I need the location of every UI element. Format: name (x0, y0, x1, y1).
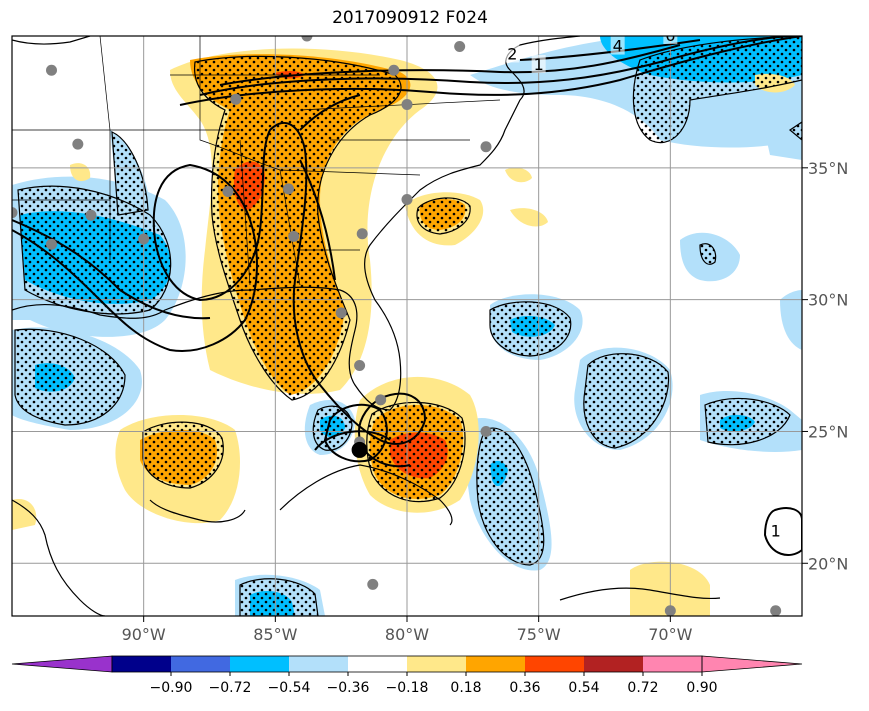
significance-stippling (14, 36, 802, 616)
station-marker-2 (454, 41, 466, 53)
colorbar-label-6: 0.36 (509, 680, 540, 696)
station-marker-16 (356, 228, 368, 240)
storm-center-marker (351, 441, 368, 458)
contour-label-bg-2 (610, 36, 625, 55)
colorbar-swatch-3 (289, 656, 348, 672)
colorbar-min-extension (11, 655, 113, 673)
station-marker-17 (335, 307, 347, 319)
colorbar-label-1: −0.72 (209, 680, 252, 696)
station-marker-13 (138, 233, 150, 245)
colorbar-swatch-6 (466, 656, 525, 672)
station-marker-12 (85, 209, 97, 221)
station-marker-0 (46, 64, 57, 76)
contour-label-bg-1 (505, 44, 520, 63)
colorbar: −0.90 −0.72 −0.54 −0.36 −0.18 0.18 0.36 0.54 0.7… (11, 655, 803, 696)
lon-tick-label-2: 80°W (385, 625, 429, 644)
station-marker-3 (388, 64, 400, 76)
station-marker-1 (301, 36, 313, 42)
colorbar-swatch-8 (584, 656, 643, 672)
station-marker-9 (283, 183, 294, 195)
colorbar-swatch-4 (348, 656, 407, 672)
station-marker-15 (288, 230, 300, 242)
lon-tick-label-0: 90°W (122, 625, 166, 644)
lat-tick-label-2: 30°N (808, 291, 848, 310)
lon-tick-label-3: 75°W (517, 625, 561, 644)
contour-label-2: 4 (613, 37, 623, 56)
colorbar-swatch-5 (407, 656, 466, 672)
contour-label-1: 2 (507, 44, 517, 63)
lat-tick-label-1: 25°N (808, 422, 848, 441)
contour-label-bg-0 (531, 55, 546, 73)
colorbar-label-7: 0.54 (568, 680, 599, 696)
station-marker-18 (354, 360, 366, 372)
lon-tick-label-4: 70°W (648, 625, 692, 644)
station-marker-20 (480, 425, 492, 437)
black-contours (12, 36, 802, 556)
colorbar-swatch-7 (525, 656, 584, 672)
station-marker-14 (46, 238, 57, 250)
latitude-ticks: 20°N 25°N 30°N 35°N (802, 159, 848, 573)
station-markers (12, 36, 782, 616)
colorbar-label-2: −0.54 (268, 680, 311, 696)
contour-labels: 12 461 (505, 26, 783, 541)
station-marker-24 (770, 605, 782, 616)
station-marker-11 (12, 207, 18, 219)
station-marker-8 (222, 186, 234, 198)
colorbar-label-3: −0.36 (327, 680, 370, 696)
station-marker-22 (367, 578, 379, 590)
colorbar-label-5: 0.18 (450, 680, 481, 696)
colorbar-swatch-0 (112, 656, 171, 672)
contour-label-3: 6 (665, 26, 675, 45)
station-marker-10 (401, 193, 413, 205)
colorbar-label-9: 0.90 (686, 680, 717, 696)
gridlines (12, 36, 802, 616)
colorbar-label-0: −0.90 (150, 680, 193, 696)
colorbar-swatch-1 (171, 656, 230, 672)
colorbar-swatch-2 (230, 656, 289, 672)
contour-label-bg-4 (768, 521, 783, 540)
station-marker-19 (375, 394, 387, 406)
colorbar-max-extension (701, 655, 803, 673)
contour-label-0: 1 (534, 55, 544, 74)
station-marker-23 (664, 605, 676, 616)
colorbar-label-4: −0.18 (386, 680, 429, 696)
figure-title: 2017090912 F024 (332, 8, 488, 28)
lat-tick-label-3: 35°N (808, 159, 848, 178)
station-marker-5 (401, 99, 413, 111)
colorbar-swatch-9 (643, 656, 702, 672)
lat-tick-label-0: 20°N (808, 554, 848, 573)
contour-label-4: 1 (771, 522, 781, 541)
longitude-ticks: 90°W 85°W 80°W 75°W 70°W (122, 616, 693, 644)
state-borders (12, 36, 501, 286)
contour-label-bg-3 (663, 36, 678, 44)
station-marker-6 (72, 138, 84, 150)
lon-tick-label-1: 85°W (253, 625, 297, 644)
station-marker-4 (230, 93, 242, 105)
station-marker-7 (480, 141, 492, 153)
map-area: 12 461 (12, 26, 802, 616)
colorbar-label-8: 0.72 (627, 680, 658, 696)
coastlines (12, 36, 721, 616)
